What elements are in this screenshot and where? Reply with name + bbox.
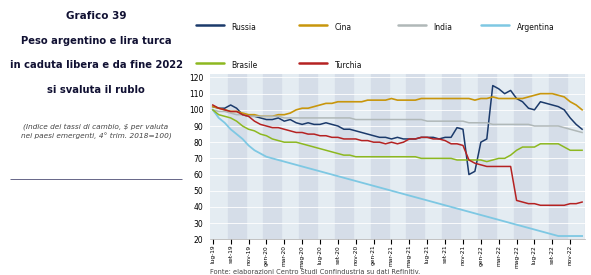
- Text: India: India: [434, 23, 453, 32]
- Bar: [228, 74, 245, 239]
- Bar: [442, 74, 460, 239]
- Bar: [299, 74, 317, 239]
- Bar: [335, 74, 353, 239]
- Bar: [407, 74, 424, 239]
- Text: Russia: Russia: [232, 23, 256, 32]
- Text: Grafico 39: Grafico 39: [66, 11, 126, 21]
- Bar: [550, 74, 567, 239]
- Text: in caduta libera e da fine 2022: in caduta libera e da fine 2022: [9, 60, 183, 70]
- Text: Turchia: Turchia: [335, 60, 362, 70]
- Text: (Indice dei tassi di cambio, $ per valuta
nei paesi emergenti, 4° trim. 2018=100: (Indice dei tassi di cambio, $ per valut…: [21, 124, 171, 140]
- Text: Argentina: Argentina: [517, 23, 554, 32]
- Text: Brasile: Brasile: [232, 60, 258, 70]
- Bar: [264, 74, 281, 239]
- Text: Cina: Cina: [335, 23, 352, 32]
- Bar: [371, 74, 388, 239]
- Text: Fonte: elaborazioni Centro Studi Confindustria su dati Refinitiv.: Fonte: elaborazioni Centro Studi Confind…: [210, 269, 420, 275]
- Bar: [478, 74, 496, 239]
- Text: si svaluta il rublo: si svaluta il rublo: [47, 85, 145, 95]
- Bar: [514, 74, 531, 239]
- Text: Peso argentino e lira turca: Peso argentino e lira turca: [21, 36, 171, 46]
